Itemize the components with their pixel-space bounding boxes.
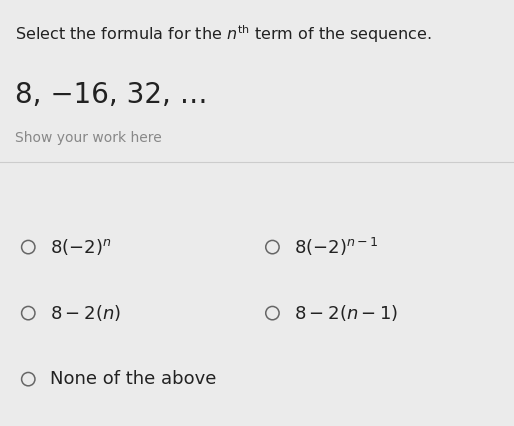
- Text: $8-2(n)$: $8-2(n)$: [50, 303, 121, 323]
- Text: $8-2(n-1)$: $8-2(n-1)$: [294, 303, 398, 323]
- Text: $8(-2)^{n}$: $8(-2)^{n}$: [50, 237, 111, 257]
- Text: Show your work here: Show your work here: [15, 131, 162, 145]
- Text: 8, −16, 32, …: 8, −16, 32, …: [15, 81, 208, 109]
- Text: Select the formula for the $n^{\mathrm{th}}$ term of the sequence.: Select the formula for the $n^{\mathrm{t…: [15, 23, 432, 45]
- Text: None of the above: None of the above: [50, 370, 216, 388]
- Text: $8(-2)^{n-1}$: $8(-2)^{n-1}$: [294, 236, 378, 258]
